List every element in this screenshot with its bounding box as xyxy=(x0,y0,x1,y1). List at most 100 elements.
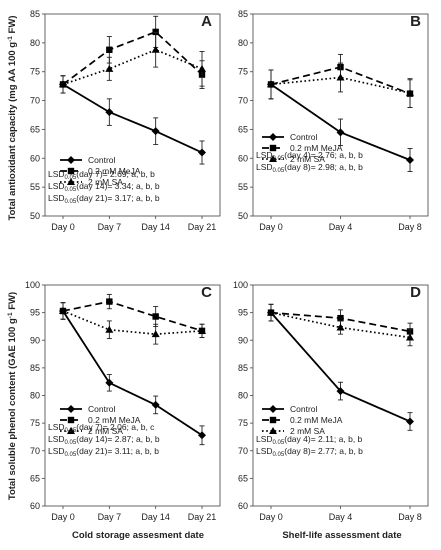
x-tick-label: Day 21 xyxy=(188,512,217,522)
data-point xyxy=(198,326,206,334)
data-point xyxy=(198,148,206,157)
x-tick-label: Day 0 xyxy=(51,512,75,522)
data-point xyxy=(152,28,159,36)
lsd-text: (day 4)= 2.11; a, b, b xyxy=(284,434,362,444)
y-tick-label: 85 xyxy=(30,363,40,373)
data-point xyxy=(106,298,113,305)
x-axis-title-right: Shelf-life assessment date xyxy=(282,530,401,541)
panel-label: C xyxy=(201,284,212,301)
lsd-text: (day 7)= 2.69; a, b, b xyxy=(76,169,155,179)
lsd-annotation: LSD0.05(day 4)= 2.76; a, b, b xyxy=(256,150,363,162)
data-point xyxy=(406,417,414,426)
data-point xyxy=(267,308,275,316)
y-axis-title-bottom: Total soluble phenol content (GAE 100 g-… xyxy=(7,292,18,500)
plot-area xyxy=(44,13,221,217)
data-point xyxy=(105,378,114,387)
lsd-annotation: LSD0.05(day 21)= 3.11; a, b, b xyxy=(48,446,159,458)
legend-entry: 0.2 mM MeJA xyxy=(88,415,141,425)
series-line-2-mm-sa xyxy=(62,48,203,86)
y-tick-label: 65 xyxy=(238,473,248,483)
y-tick-label: 75 xyxy=(238,418,248,428)
data-point xyxy=(151,400,160,409)
legend-marker xyxy=(269,133,277,141)
y-tick-label: 60 xyxy=(30,501,40,511)
lsd-subscript: 0.05 xyxy=(273,440,285,446)
data-point xyxy=(406,89,414,97)
lsd-text: (day 21)= 3.11; a, b, b xyxy=(76,446,159,456)
legend-entry: 0.2 mM MeJA xyxy=(290,143,343,153)
lsd-prefix: LSD xyxy=(256,434,273,444)
series-line-2-mm-sa xyxy=(62,310,203,336)
series-line-2-mm-sa xyxy=(270,311,411,339)
lsd-text: (day 7)= 2.06; a, b, c xyxy=(76,422,155,432)
plot-area xyxy=(44,284,221,507)
y-tick-label: 65 xyxy=(30,473,40,483)
y-tick-label: 80 xyxy=(30,391,40,401)
x-tick-label: Day 7 xyxy=(98,512,122,522)
lsd-prefix: LSD xyxy=(256,150,273,160)
lsd-prefix: LSD xyxy=(48,434,65,444)
data-point xyxy=(151,127,160,136)
x-tick-label: Day 8 xyxy=(398,222,422,232)
y-tick-label: 100 xyxy=(233,280,248,290)
legend-entry: 2 mM SA xyxy=(88,177,123,187)
data-point xyxy=(105,325,114,333)
series-line-0-2-mm-meja xyxy=(62,30,203,86)
y-tick-label: 55 xyxy=(238,182,248,192)
lsd-annotation: LSD0.05(day 4)= 2.11; a, b, b xyxy=(256,434,363,446)
lsd-subscript: 0.05 xyxy=(65,428,77,434)
y-tick-label: 100 xyxy=(25,280,40,290)
x-tick-label: Day 0 xyxy=(259,222,283,232)
x-tick-label: Day 4 xyxy=(329,512,353,522)
panel-label: B xyxy=(410,13,421,30)
y-tick-label: 50 xyxy=(238,211,248,221)
lsd-text: (day 21)= 3.17; a, b, b xyxy=(76,193,160,203)
y-tick-label: 75 xyxy=(30,67,40,77)
panel-a: 50 55 60 65 70 75 80 85 Day 0 Day 7 Day 14 Day 21 A C… xyxy=(30,9,221,232)
data-point xyxy=(406,333,414,341)
lsd-annotation: LSD0.05(day 14)= 3.34; a, b, b xyxy=(48,181,160,193)
legend-entry: 2 mM SA xyxy=(290,154,325,164)
lsd-subscript: 0.05 xyxy=(65,187,77,193)
data-point xyxy=(336,73,345,81)
x-axis-title-left: Cold storage assesment date xyxy=(72,530,204,541)
data-point xyxy=(59,80,67,88)
y-tick-label: 90 xyxy=(238,335,248,345)
lsd-prefix: LSD xyxy=(48,169,65,179)
y-tick-label: 80 xyxy=(30,38,40,48)
legend-marker xyxy=(269,416,277,424)
data-point xyxy=(105,64,114,72)
lsd-prefix: LSD xyxy=(48,446,65,456)
lsd-annotation: LSD0.05(day 14)= 2.87; a, b, b xyxy=(48,434,160,446)
x-tick-label: Day 4 xyxy=(329,222,353,232)
y-tick-label: 75 xyxy=(30,418,40,428)
panel-c: 60 65 70 75 80 85 90 95 100 Day 0 Day 7 Day 14 Day 2… xyxy=(25,280,221,522)
lsd-annotation: LSD0.05(day 8)= 2.77; a, b, b xyxy=(256,446,363,458)
lsd-subscript: 0.05 xyxy=(273,156,285,162)
plot-area xyxy=(252,13,429,217)
legend-marker xyxy=(67,416,75,424)
y-tick-label: 90 xyxy=(30,335,40,345)
data-point xyxy=(267,80,275,88)
data-point xyxy=(198,64,206,72)
lsd-prefix: LSD xyxy=(48,193,65,203)
data-point xyxy=(152,313,159,320)
data-point xyxy=(198,431,206,440)
legend-entry: Control xyxy=(290,132,318,142)
lsd-text: (day 8)= 2.77; a, b, b xyxy=(284,446,363,456)
legend-entry: Control xyxy=(88,404,116,414)
legend-marker xyxy=(67,156,75,164)
y-tick-label: 65 xyxy=(238,124,248,134)
lsd-prefix: LSD xyxy=(48,181,65,191)
data-point xyxy=(336,323,345,331)
panel-label: D xyxy=(410,284,421,301)
lsd-annotation: LSD0.05(day 7)= 2.06; a, b, c xyxy=(48,422,155,434)
y-tick-label: 70 xyxy=(238,446,248,456)
legend-marker xyxy=(67,167,75,175)
legend-entry: 2 mM SA xyxy=(88,426,123,436)
y-tick-label: 95 xyxy=(238,308,248,318)
y-tick-label: 65 xyxy=(30,124,40,134)
lsd-subscript: 0.05 xyxy=(273,452,285,458)
x-tick-label: Day 8 xyxy=(398,512,422,522)
